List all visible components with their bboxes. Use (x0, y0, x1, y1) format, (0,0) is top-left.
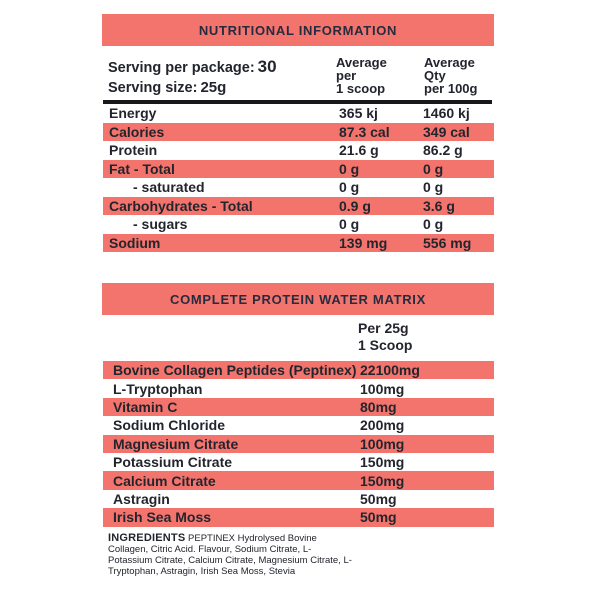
table-row-sodium: Sodium 139 mg 556 mg (103, 233, 494, 252)
row-value-per-scoop: 21.6 g (339, 142, 379, 159)
nutrition-table: Energy 365 kj 1460 kj Calories 87.3 cal … (103, 104, 494, 252)
matrix-column-header: Per 25g 1 Scoop (358, 320, 412, 354)
table-row-fat-total: Fat - Total 0 g 0 g (103, 159, 494, 178)
ingredients-heading: INGREDIENTS (108, 532, 186, 544)
serving-per-package-label: Serving per package: (108, 60, 255, 76)
row-value: 22100mg (360, 362, 420, 379)
matrix-table: Bovine Collagen Peptides (Peptinex) 2210… (103, 361, 494, 527)
matrix-row-potassium-citrate: Potassium Citrate 150mg (103, 453, 494, 471)
matrix-row-magnesium-citrate: Magnesium Citrate 100mg (103, 434, 494, 453)
row-value-per-100g: 86.2 g (423, 142, 463, 159)
row-value-per-scoop: 0 g (339, 216, 360, 233)
row-label: Calories (109, 123, 165, 140)
matrix-row-irish-sea-moss: Irish Sea Moss 50mg (103, 508, 494, 527)
row-value-per-scoop: 365 kj (339, 105, 378, 122)
row-value: 50mg (360, 490, 397, 507)
row-value-per-100g: 349 cal (423, 123, 470, 140)
serving-per-package: Serving per package: 30 (108, 57, 277, 78)
matrix-row-calcium-citrate: Calcium Citrate 150mg (103, 471, 494, 490)
row-value: 200mg (360, 417, 405, 434)
column-header-average-qty-per-100g: Average Qty per 100g (424, 56, 477, 95)
row-label: Potassium Citrate (113, 454, 233, 471)
row-value: 100mg (360, 380, 405, 397)
row-value-per-scoop: 139 mg (339, 234, 388, 251)
matrix-column-header-line: 1 Scoop (358, 337, 413, 353)
serving-info: Serving per package: 30 Serving size: 25g (108, 57, 277, 98)
row-label: Sodium (109, 234, 161, 251)
row-value-per-100g: 0 g (423, 216, 444, 233)
matrix-row-vitamin-c: Vitamin C 80mg (103, 397, 494, 417)
row-value: 50mg (360, 509, 397, 526)
row-label: Calcium Citrate (113, 472, 216, 489)
row-label: Magnesium Citrate (113, 435, 239, 452)
row-value-per-100g: 0 g (423, 160, 444, 177)
row-value-per-100g: 0 g (423, 179, 444, 196)
column-header-average-per-scoop: Average per 1 scoop (336, 56, 387, 95)
matrix-row-bovine-collagen: Bovine Collagen Peptides (Peptinex) 2210… (103, 361, 494, 380)
column-header-line: 1 scoop (336, 81, 386, 96)
row-label: Sodium Chloride (113, 417, 225, 434)
row-label: Energy (109, 105, 157, 122)
ingredients-section: INGREDIENTS PEPTINEX Hydrolysed Bovine C… (108, 532, 354, 578)
row-label: Carbohydrates - Total (109, 197, 253, 214)
matrix-column-header-line: Per 25g (358, 320, 409, 336)
nutritional-information-header: NUTRITIONAL INFORMATION (102, 14, 494, 46)
row-value-per-100g: 556 mg (423, 234, 472, 251)
row-label: Vitamin C (113, 398, 178, 415)
row-label: Astragin (113, 490, 170, 507)
table-row-carbohydrates-total: Carbohydrates - Total 0.9 g 3.6 g (103, 196, 494, 215)
column-header-line: per 100g (424, 81, 478, 96)
table-row-energy: Energy 365 kj 1460 kj (103, 104, 494, 123)
column-header-line: Average (336, 55, 387, 70)
row-label: Protein (109, 142, 158, 159)
row-label: Fat - Total (109, 160, 175, 177)
table-row-calories: Calories 87.3 cal 349 cal (103, 122, 494, 141)
ingredients-text: PEPTINEX Hydrolysed Bovine Collagen, Cit… (108, 533, 352, 577)
row-label: Bovine Collagen Peptides (Peptinex) (113, 362, 357, 379)
matrix-row-sodium-chloride: Sodium Chloride 200mg (103, 416, 494, 434)
serving-size: Serving size: 25g (108, 78, 277, 98)
serving-size-label: Serving size: (108, 80, 198, 96)
row-value-per-scoop: 0 g (339, 160, 360, 177)
nutritional-information-title: NUTRITIONAL INFORMATION (198, 22, 398, 38)
row-value-per-scoop: 0 g (339, 179, 360, 196)
row-label: L-Tryptophan (113, 380, 203, 397)
table-row-protein: Protein 21.6 g 86.2 g (103, 141, 494, 160)
row-label: - saturated (133, 179, 205, 196)
row-label: - sugars (133, 216, 188, 233)
row-label: Irish Sea Moss (113, 509, 212, 526)
row-value: 80mg (360, 398, 397, 415)
protein-matrix-title: COMPLETE PROTEIN WATER MATRIX (170, 291, 426, 307)
row-value: 100mg (360, 435, 405, 452)
serving-size-value: 25g (200, 79, 227, 96)
row-value-per-100g: 1460 kj (423, 105, 470, 122)
column-header-line: Average (424, 55, 475, 70)
row-value: 150mg (360, 472, 405, 489)
matrix-row-l-tryptophan: L-Tryptophan 100mg (103, 379, 494, 397)
matrix-row-astragin: Astragin 50mg (103, 490, 494, 508)
serving-per-package-value: 30 (257, 57, 277, 76)
protein-matrix-header: COMPLETE PROTEIN WATER MATRIX (102, 283, 494, 315)
table-divider (103, 100, 492, 104)
table-row-saturated: - saturated 0 g 0 g (103, 178, 494, 197)
row-value: 150mg (360, 454, 405, 471)
row-value-per-scoop: 0.9 g (339, 197, 371, 214)
column-header-line: per (336, 68, 357, 83)
table-row-sugars: - sugars 0 g 0 g (103, 215, 494, 234)
row-value-per-100g: 3.6 g (423, 197, 455, 214)
row-value-per-scoop: 87.3 cal (339, 123, 390, 140)
column-header-line: Qty (424, 68, 446, 83)
